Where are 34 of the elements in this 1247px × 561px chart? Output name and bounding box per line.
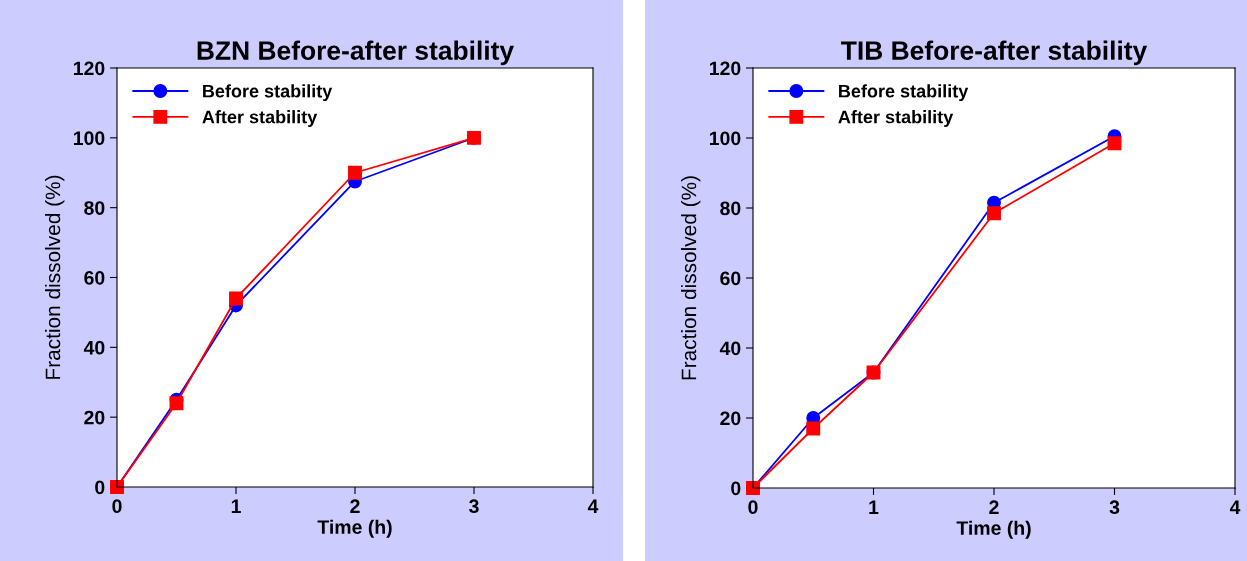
x-tick-label: 4 bbox=[587, 499, 599, 513]
x-tick-label: 1 bbox=[869, 500, 879, 514]
y-tick-label: 80 bbox=[720, 201, 741, 216]
chart-title: TIB Before-after stability bbox=[841, 40, 1148, 66]
x-tick-label: 3 bbox=[1109, 500, 1120, 515]
x-axis-title: Time (h) bbox=[317, 519, 392, 538]
y-axis-title: Fraction dissolved (%) bbox=[45, 175, 65, 379]
y-tick-label: 80 bbox=[84, 201, 105, 215]
y-tick-label: 60 bbox=[84, 270, 105, 285]
y-tick-label: 120 bbox=[709, 61, 741, 76]
x-tick-label: 3 bbox=[469, 499, 479, 514]
y-tick-label: 20 bbox=[720, 411, 741, 426]
legend-label: Before stability bbox=[203, 84, 333, 102]
y-tick-label: 100 bbox=[709, 131, 741, 146]
legend-label: After stability bbox=[838, 110, 954, 127]
y-tick-label: 100 bbox=[73, 131, 105, 146]
x-tick-label: 1 bbox=[231, 499, 241, 513]
chart-title: BZN Before-after stability bbox=[197, 40, 514, 66]
x-tick-label: 0 bbox=[112, 499, 122, 514]
y-tick-label: 20 bbox=[84, 410, 105, 425]
x-tick-label: 2 bbox=[350, 499, 360, 513]
x-axis-title: Time (h) bbox=[956, 520, 1031, 539]
legend-label: Before stability bbox=[839, 84, 969, 102]
y-tick-label: 40 bbox=[83, 340, 105, 355]
x-tick-label: 4 bbox=[1229, 500, 1241, 514]
y-tick-label: 0 bbox=[731, 481, 741, 496]
y-tick-label: 60 bbox=[720, 271, 741, 286]
y-tick-label: 0 bbox=[95, 480, 105, 495]
y-axis-title: Fraction dissolved (%) bbox=[681, 176, 701, 380]
y-tick-label: 120 bbox=[73, 61, 105, 76]
x-tick-label: 0 bbox=[748, 500, 758, 515]
y-tick-label: 40 bbox=[719, 341, 741, 356]
legend-label: After stability bbox=[202, 110, 318, 127]
x-tick-label: 2 bbox=[989, 500, 999, 514]
